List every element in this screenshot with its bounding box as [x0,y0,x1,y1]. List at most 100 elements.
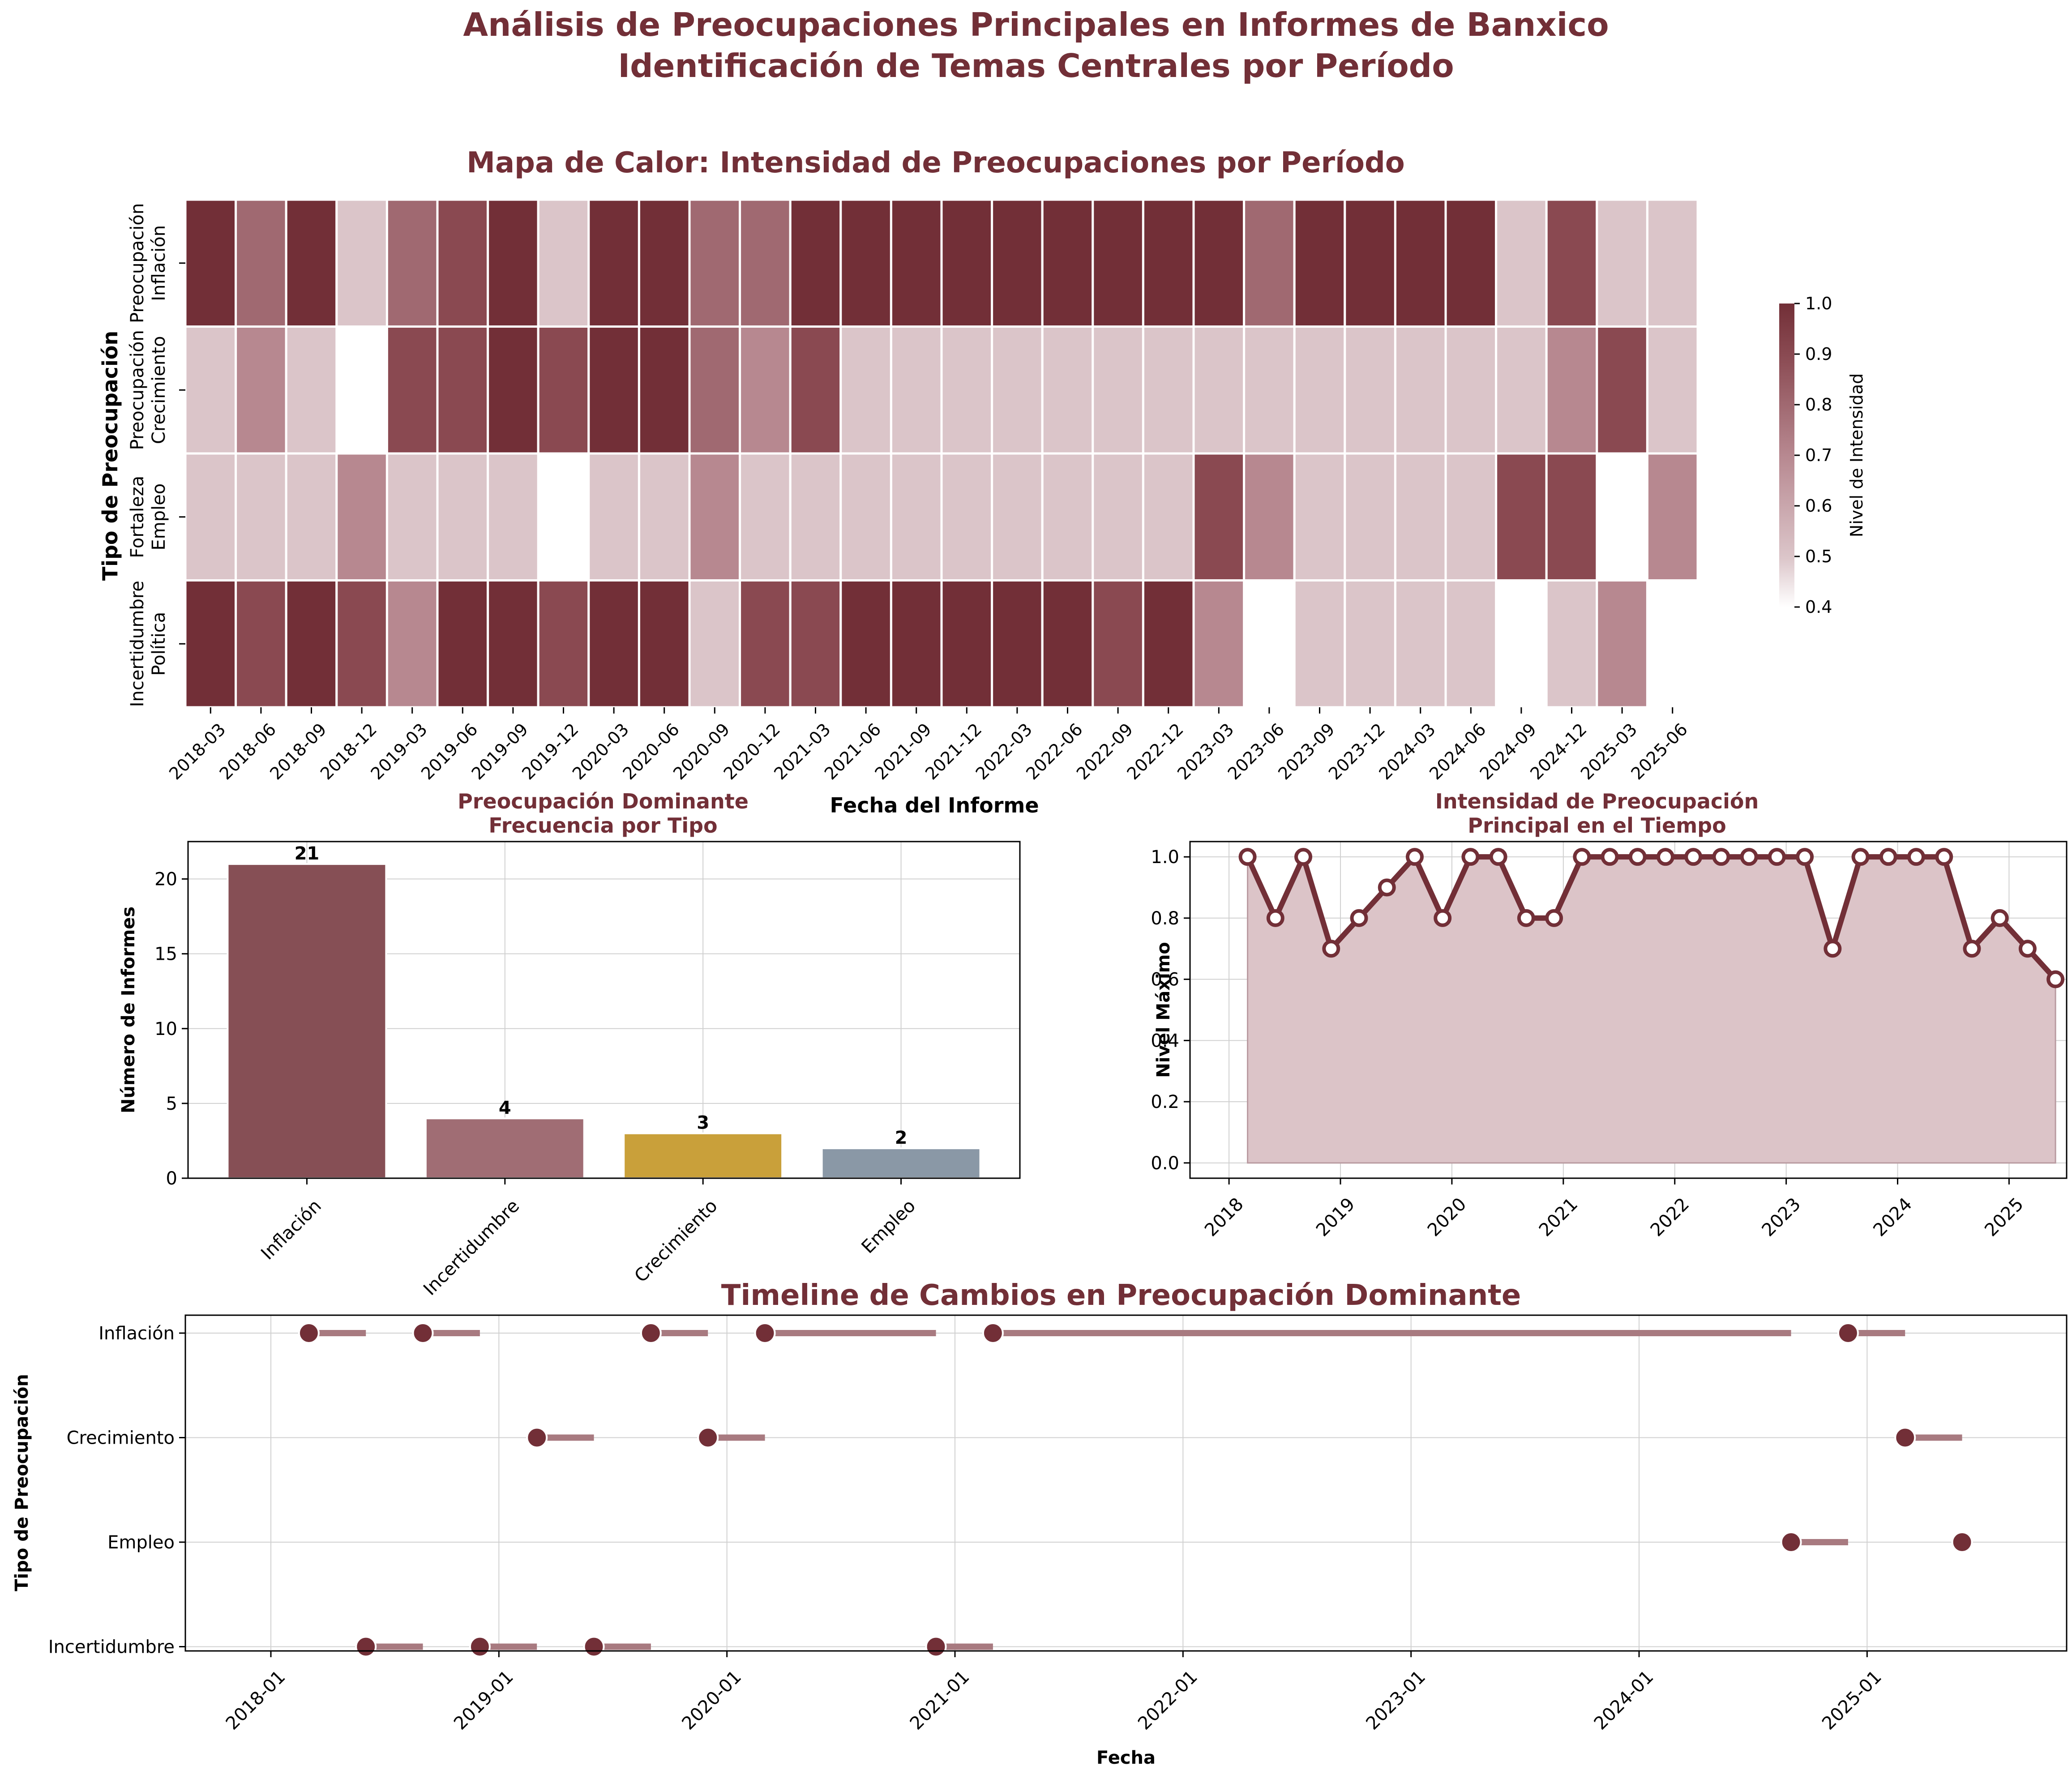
heatmap-cell [436,198,489,328]
heatmap-cell [890,325,943,455]
heatmap-cell [839,325,892,455]
heatmap-cell [1041,325,1094,455]
heatmap-cell [1444,452,1498,581]
heatmap-cell [1596,198,1648,328]
timeline-point [1951,1531,1973,1553]
heatmap-cell [839,452,892,581]
area-fill [1247,855,2056,1164]
heatmap-cell [1192,198,1246,328]
heatmap-cell [789,579,842,709]
bar-category-label: Incertidumbre [420,1196,523,1300]
area-x-tick-label: 2018 [1201,1194,1248,1241]
colorbar-tick-label: 0.7 [1805,445,1832,465]
area-x-tick-label: 2020 [1424,1194,1471,1241]
heatmap-cell [385,325,439,455]
heatmap-cell [1293,198,1346,328]
timeline-x-label: Fecha [1096,1748,1156,1768]
heatmap-cell [991,452,1044,581]
area-point [2046,970,2065,988]
area-y-tick-label: 0.8 [1151,908,1179,929]
heatmap-cell [688,452,741,581]
bar-value-label: 21 [295,843,320,864]
heatmap-cell [890,579,943,709]
heatmap-cell [688,325,741,455]
bar-value-label: 3 [697,1113,709,1133]
heatmap-cell [991,579,1044,709]
heatmap-cell [1444,325,1498,455]
area-marks [1238,848,2065,1164]
heatmap-cell [1545,325,1598,455]
area-point [1601,848,1619,866]
figure-title-line1: Análisis de Preocupaciones Principales e… [463,6,1609,43]
colorbar-tick-label: 0.6 [1805,496,1832,516]
heatmap-cell [335,198,388,328]
bar [821,1147,981,1179]
area-point [1740,848,1758,866]
area-point [1879,848,1897,866]
heatmap-cell [1495,452,1548,581]
area-y-tick-label: 0.4 [1151,1030,1179,1051]
area-point [1991,909,2009,927]
heatmap-cell [1092,452,1144,581]
area-point [1461,848,1480,866]
timeline-x-tick-label: 2023-01 [1362,1667,1430,1734]
heatmap-cell [184,452,237,581]
heatmap-cell [487,579,539,709]
heatmap-cell [537,198,590,328]
heatmap-column-labels: 2018-032018-062018-092018-122019-032019-… [165,707,1691,783]
timeline-x-tick-label: 2021-01 [906,1667,974,1734]
timeline-point [697,1427,719,1449]
area-point [1656,848,1674,866]
area-x-tick-label: 2021 [1535,1194,1582,1241]
heatmap-cell [739,452,792,581]
heatmap-cell [1646,198,1699,328]
heatmap-cell [890,198,943,328]
heatmap-cell [1041,579,1094,709]
heatmap-cell [1444,579,1498,709]
heatmap-cell [1142,579,1195,709]
heatmap-cell [1243,198,1296,328]
heatmap-cell [1646,452,1699,581]
timeline-x-tick-label: 2022-01 [1134,1667,1202,1734]
area-x-tick-label: 2019 [1312,1194,1359,1241]
heatmap-cell [940,325,993,455]
heatmap-row-label: Preocupación [127,330,148,450]
bar-y-tick-label: 0 [166,1168,177,1189]
timeline-axes: 2018-01 2019-01 2020-01 2021-01 2022-01 2023-… [48,1323,1886,1734]
colorbar-tick-label: 0.9 [1805,344,1832,364]
area-point [1434,909,1452,927]
heatmap-cell [940,579,993,709]
timeline-point [583,1636,605,1658]
heatmap-row-label: Crecimiento [149,336,169,444]
heatmap-cell [638,198,691,328]
heatmap-cell [839,579,892,709]
heatmap-cell [1142,325,1195,455]
area-point [1768,848,1786,866]
heatmap-cell [638,579,691,709]
heatmap-cell [789,198,842,328]
timeline-category-label: Inflación [98,1323,175,1344]
area-point [2018,940,2037,958]
heatmap-cell [285,325,338,455]
heatmap-cell [1394,452,1447,581]
timeline-x-tick-label: 2020-01 [678,1667,745,1734]
heatmap-cell [1394,325,1447,455]
heatmap-cell [235,198,287,328]
bar-y-tick-label: 15 [154,944,177,965]
timeline-plot-frame [184,1314,2068,1652]
area-point [1573,848,1591,866]
heatmap-cell [991,325,1044,455]
heatmap-cell [436,452,489,581]
heatmap-cell [587,325,640,455]
heatmap-cell [1293,325,1346,455]
heatmap-cell [184,579,237,709]
bar-category-label: Empleo [858,1196,920,1257]
area-y-tick-label: 0.2 [1151,1092,1179,1112]
heatmap-row-label: Política [149,612,169,676]
heatmap-cell [1293,579,1346,709]
heatmap-cell [1142,452,1195,581]
bar [623,1132,783,1180]
area-point [1322,940,1340,958]
timeline-x-tick-label: 2025-01 [1818,1667,1886,1734]
